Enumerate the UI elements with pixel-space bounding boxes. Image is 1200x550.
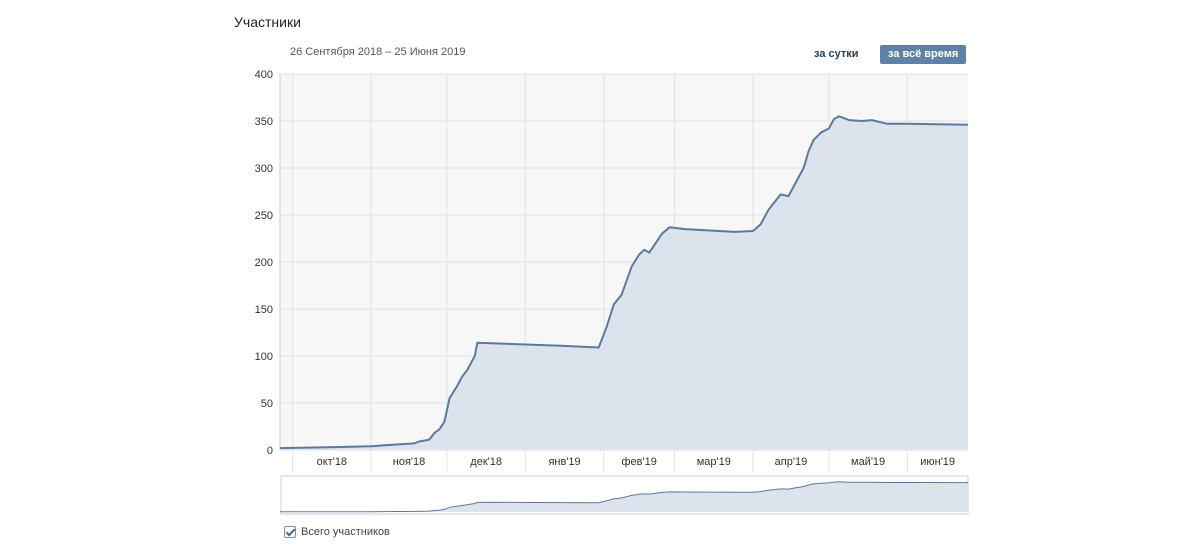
x-tick-label: фев'19 [621, 456, 656, 468]
x-axis: окт'18 ноя'18 дек'18 янв'19 фев'19 мар'19 апр'… [317, 456, 955, 468]
y-tick-label: 350 [255, 116, 273, 128]
y-tick-label: 50 [261, 398, 273, 410]
x-tick-label: май'19 [851, 456, 885, 468]
x-tick-label: мар'19 [697, 456, 731, 468]
members-chart: 0 50 100 150 200 250 300 350 400 окт'18 ноя'18 дек… [255, 69, 969, 515]
date-range: 26 Сентября 2018 – 25 Июня 2019 [290, 46, 466, 58]
page-title: Участники [234, 14, 301, 30]
y-axis: 0 50 100 150 200 250 300 350 400 [255, 69, 273, 457]
period-all-time-button[interactable]: за всё время [880, 45, 967, 64]
x-tick-label: окт'18 [317, 456, 347, 468]
y-tick-label: 300 [255, 163, 273, 175]
series-line [279, 115, 969, 450]
legend-label: Всего участников [301, 526, 390, 538]
navigator-line [279, 481, 969, 513]
x-tick-label: дек'18 [470, 456, 502, 468]
x-tick-label: ноя'18 [393, 456, 425, 468]
legend[interactable]: Всего участников [284, 524, 390, 540]
y-tick-label: 250 [255, 210, 273, 222]
period-day-button[interactable]: за сутки [814, 48, 859, 60]
y-tick-label: 0 [267, 445, 273, 457]
series-area [280, 116, 968, 451]
x-tick-label: апр'19 [775, 456, 808, 468]
x-tick-label: июн'19 [920, 456, 955, 468]
y-tick-label: 200 [255, 257, 273, 269]
series-checkbox[interactable] [284, 526, 296, 538]
y-tick-label: 100 [255, 351, 273, 363]
navigator-area [280, 481, 968, 512]
x-tick-label: янв'19 [548, 456, 580, 468]
y-tick-label: 150 [255, 304, 273, 316]
y-tick-label: 400 [255, 69, 273, 81]
